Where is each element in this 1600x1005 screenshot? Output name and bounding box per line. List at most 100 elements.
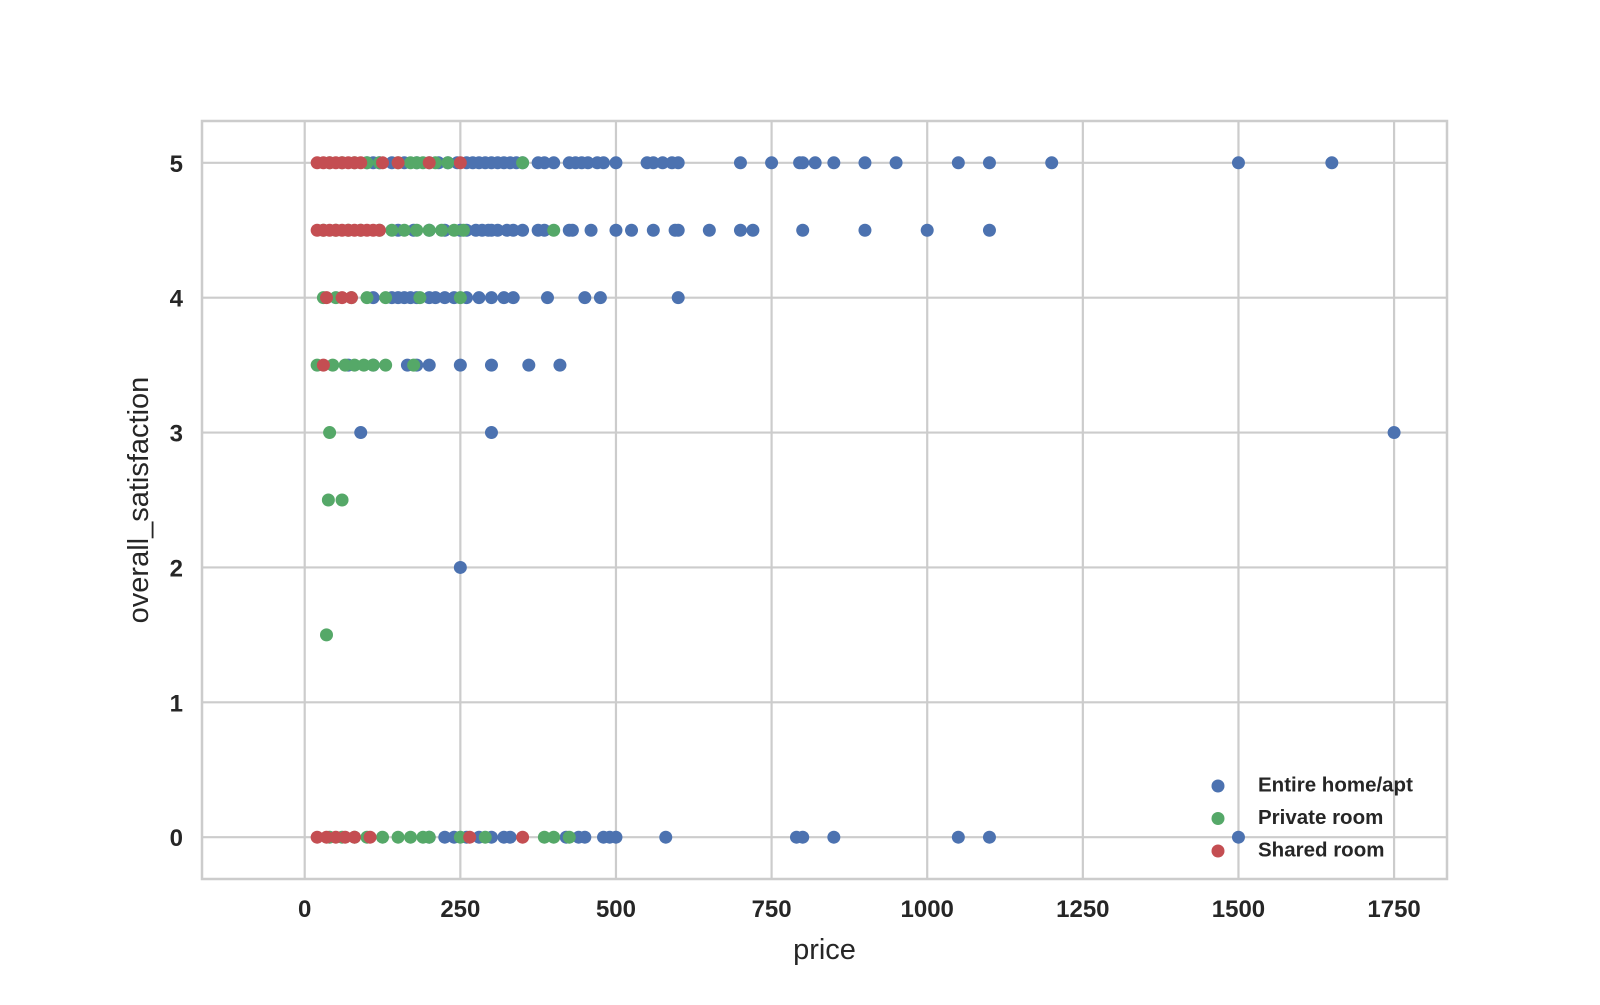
data-point [1325,156,1339,170]
data-point [796,830,810,844]
data-point [506,223,520,237]
data-point [372,223,386,237]
data-point [321,493,335,507]
data-point [441,156,455,170]
data-point [310,830,324,844]
data-point [447,223,461,237]
x-tick-label: 750 [752,896,792,923]
data-points [310,156,1401,844]
y-tick-label: 4 [170,286,184,313]
data-point [323,426,337,440]
data-point [320,830,333,844]
data-point [484,291,498,305]
data-point [379,291,393,305]
data-point [453,291,467,305]
series-0 [341,156,1401,844]
data-point [656,156,670,170]
data-point [484,426,498,440]
data-point [827,156,841,170]
data-point [733,156,747,170]
data-point [920,223,934,237]
data-point [537,830,551,844]
data-point [391,156,405,170]
data-point [422,358,436,372]
data-point [951,156,965,170]
data-point [410,223,424,237]
data-point [407,358,421,372]
legend-label: Private room [1258,806,1383,829]
data-point [379,358,393,372]
data-point [516,156,530,170]
data-point [354,156,368,170]
data-point [491,223,505,237]
data-point [478,830,492,844]
data-point [581,156,595,170]
data-point [671,156,685,170]
data-point [565,223,579,237]
data-point [385,223,399,237]
data-point [338,358,352,372]
data-point [422,223,436,237]
data-point [456,223,470,237]
data-point [326,358,340,372]
legend-label: Shared room [1258,838,1384,861]
data-point [547,830,561,844]
data-point [625,223,639,237]
data-point [808,156,822,170]
data-point [516,223,530,237]
data-point [320,291,333,305]
data-point [438,291,452,305]
x-tick-label: 500 [596,896,636,923]
data-point [453,560,467,574]
data-point [376,156,390,170]
tick-labels: 0 250 500 750 1000 1250 1500 1750 0 1 2 3 4 5 [170,151,1421,923]
data-point [609,830,623,844]
data-point [537,156,551,170]
data-point [338,830,352,844]
data-point [659,830,673,844]
data-point [366,358,380,372]
data-point [503,830,517,844]
x-axis-label: price [793,934,856,966]
data-point [422,156,436,170]
x-tick-label: 1250 [1056,896,1109,923]
x-tick-label: 1500 [1212,896,1265,923]
data-point [609,223,623,237]
data-point [344,291,358,305]
data-point [547,156,561,170]
data-point [516,830,530,844]
data-point [858,156,872,170]
data-point [646,223,660,237]
x-tick-label: 1000 [901,896,954,923]
data-point [578,291,592,305]
data-point [796,156,810,170]
data-point [593,291,607,305]
data-point [1231,830,1245,844]
x-tick-label: 250 [440,896,480,923]
data-point [858,223,872,237]
y-tick-label: 0 [170,825,183,852]
data-point [463,830,477,844]
data-point [320,628,333,642]
data-point [397,223,411,237]
data-point [671,223,685,237]
data-point [982,156,996,170]
data-point [982,223,996,237]
x-tick-label: 0 [298,896,311,923]
data-point [553,358,567,372]
data-point [453,156,467,170]
legend-label: Entire home/apt [1258,773,1413,796]
y-axis-label: overall_satisfaction [123,377,155,624]
data-point [422,830,436,844]
data-point [951,830,965,844]
series-2 [310,156,530,844]
data-point [562,830,576,844]
data-point [329,830,343,844]
data-point [1045,156,1059,170]
data-point [335,493,349,507]
y-tick-label: 2 [170,555,183,582]
data-point [1231,156,1245,170]
data-point [889,156,903,170]
data-point [363,830,377,844]
